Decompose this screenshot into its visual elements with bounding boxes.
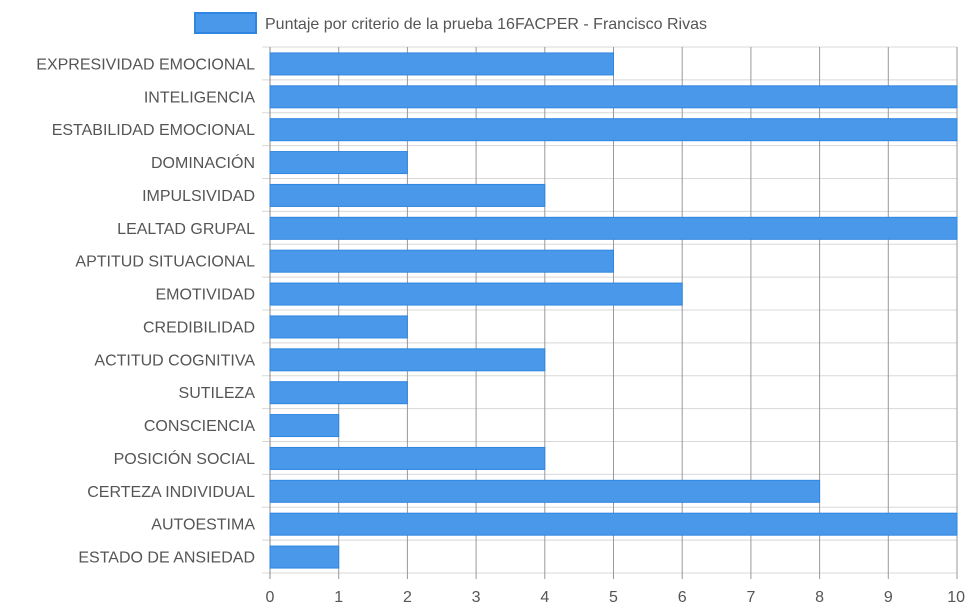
bar[interactable] [269, 183, 546, 207]
category-label: APTITUD SITUACIONAL [75, 254, 255, 271]
category-label: ESTABILIDAD EMOCIONAL [52, 122, 255, 139]
x-tick-label: 10 [947, 589, 965, 606]
bar[interactable] [269, 512, 958, 536]
category-label: EMOTIVIDAD [155, 287, 255, 304]
x-tick-label: 1 [334, 589, 343, 606]
x-tick-label: 7 [746, 589, 755, 606]
bar[interactable] [269, 381, 408, 405]
x-tick-label: 2 [403, 589, 412, 606]
bar[interactable] [269, 315, 408, 339]
category-label: IMPULSIVIDAD [142, 188, 255, 205]
bar[interactable] [269, 249, 614, 273]
bar[interactable] [269, 85, 958, 109]
x-tick-label: 5 [609, 589, 618, 606]
bar[interactable] [269, 118, 958, 142]
x-tick-label: 6 [678, 589, 687, 606]
category-label: ACTITUD COGNITIVA [94, 352, 255, 369]
legend[interactable]: Puntaje por criterio de la prueba 16FACP… [194, 12, 707, 34]
bar[interactable] [269, 282, 683, 306]
legend-swatch [194, 12, 257, 34]
category-label: POSICIÓN SOCIAL [114, 449, 255, 468]
category-label: CERTEZA INDIVIDUAL [87, 484, 255, 501]
legend-label: Puntaje por criterio de la prueba 16FACP… [265, 16, 707, 33]
bar[interactable] [269, 151, 408, 175]
category-label: ESTADO DE ANSIEDAD [78, 550, 255, 567]
x-tick-label: 9 [884, 589, 893, 606]
category-label: AUTOESTIMA [151, 517, 255, 534]
category-label: SUTILEZA [179, 385, 256, 402]
bar[interactable] [269, 446, 546, 470]
x-tick-label: 4 [540, 589, 549, 606]
category-label: CREDIBILIDAD [143, 319, 255, 336]
category-label: EXPRESIVIDAD EMOCIONAL [36, 56, 255, 73]
category-label: LEALTAD GRUPAL [117, 221, 255, 238]
category-labels: EXPRESIVIDAD EMOCIONAL INTELIGENCIA ESTABI… [36, 56, 255, 566]
bar[interactable] [269, 545, 340, 569]
x-tick-label: 0 [266, 589, 275, 606]
bar[interactable] [269, 479, 821, 503]
bar[interactable] [269, 414, 340, 438]
category-label: DOMINACIÓN [151, 153, 255, 172]
bar[interactable] [269, 52, 614, 76]
x-tick-label: 3 [472, 589, 481, 606]
x-tick-label: 8 [815, 589, 824, 606]
category-label: INTELIGENCIA [144, 89, 255, 106]
bar[interactable] [269, 216, 958, 240]
bar[interactable] [269, 348, 546, 372]
bars [269, 52, 958, 569]
x-axis-tick-labels: 0 1 2 3 4 5 6 7 8 9 10 [266, 589, 966, 606]
category-label: CONSCIENCIA [144, 418, 255, 435]
